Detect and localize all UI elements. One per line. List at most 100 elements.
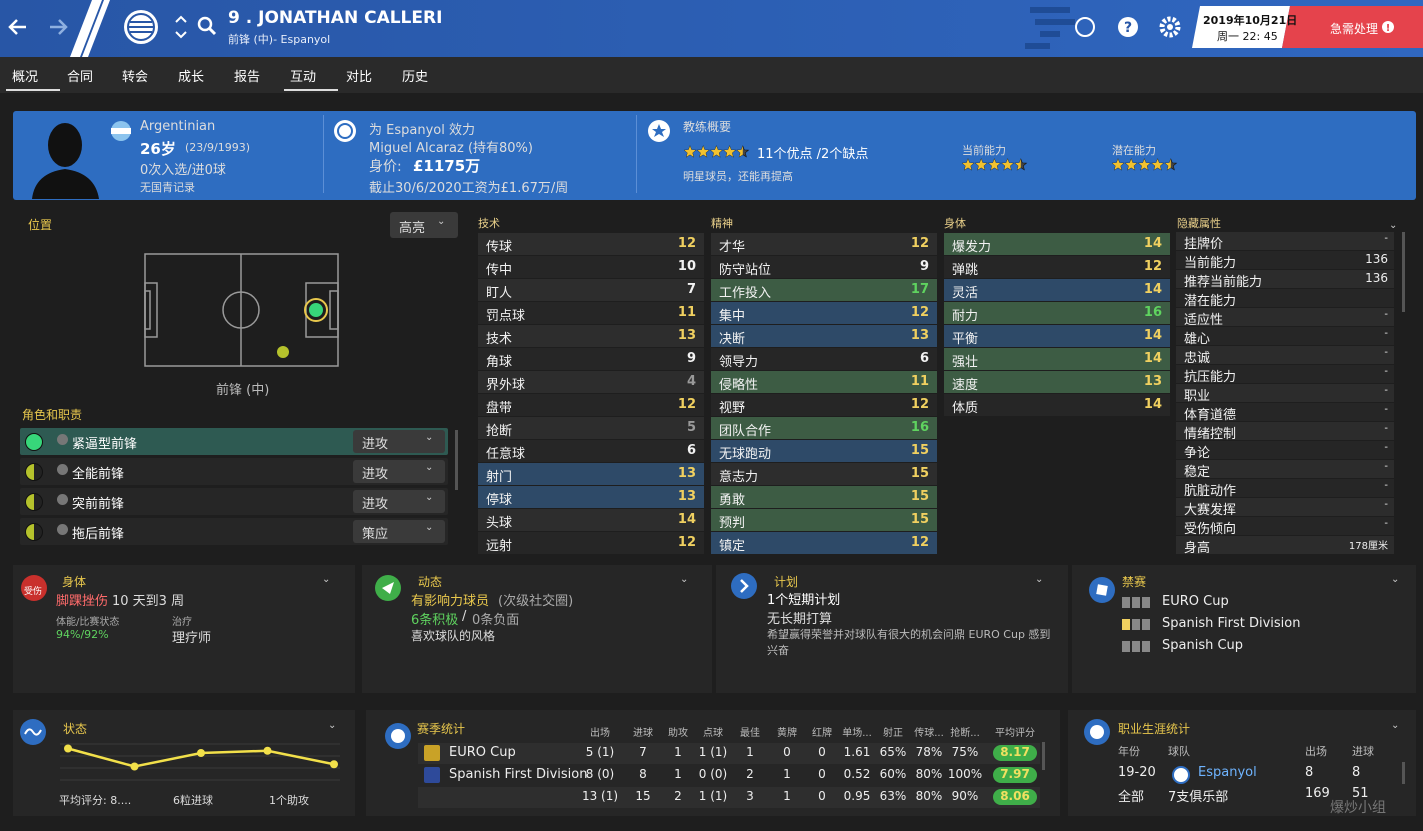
tab[interactable]: 互动 bbox=[290, 70, 317, 85]
scrollbar[interactable] bbox=[455, 430, 458, 490]
dynamics-title[interactable]: 动态 bbox=[418, 575, 443, 589]
season-cell: 3 bbox=[746, 789, 754, 803]
hidden-value: - bbox=[1384, 404, 1388, 415]
season-header: 助攻 bbox=[668, 728, 688, 739]
competition: EURO Cup bbox=[449, 745, 516, 760]
hidden-name: 身高 bbox=[1184, 541, 1211, 556]
attr-row bbox=[478, 463, 704, 485]
treatment: 理疗师 bbox=[172, 631, 212, 646]
chevron[interactable]: ⌄ bbox=[437, 216, 446, 227]
tab[interactable]: 对比 bbox=[346, 70, 373, 85]
tab[interactable]: 历史 bbox=[402, 70, 429, 85]
duty: 进攻 bbox=[362, 497, 389, 512]
injury: 脚踝挫伤 bbox=[56, 594, 109, 609]
scrollbar[interactable] bbox=[1402, 232, 1405, 312]
position-label: 前锋 (中) bbox=[216, 383, 270, 398]
attr-row bbox=[478, 486, 704, 508]
attr-value: 12 bbox=[677, 236, 696, 251]
form-title[interactable]: 状态 bbox=[63, 722, 88, 736]
duty-dropdown[interactable] bbox=[353, 520, 445, 543]
scrollbar[interactable] bbox=[1402, 762, 1405, 784]
season-cell: 80% bbox=[915, 789, 943, 803]
attr-row bbox=[711, 394, 937, 416]
tab[interactable]: 合同 bbox=[67, 70, 94, 85]
season-cell: 5 (1) bbox=[585, 745, 615, 759]
duty: 进攻 bbox=[362, 437, 389, 452]
tab[interactable]: 报告 bbox=[234, 70, 261, 85]
season-cell: 0 bbox=[818, 789, 826, 803]
coach-summary: 11个优点 /2个缺点 bbox=[757, 147, 869, 162]
chevron[interactable]: ⌄ bbox=[425, 522, 434, 533]
attr-row bbox=[478, 440, 704, 462]
attr-value: 10 bbox=[677, 259, 696, 274]
role-name: 全能前锋 bbox=[72, 467, 125, 482]
highlight-dropdown[interactable] bbox=[390, 212, 458, 238]
attr-value: 9 bbox=[919, 259, 929, 274]
hidden-value: - bbox=[1384, 347, 1388, 358]
duty: 策应 bbox=[362, 527, 389, 542]
chevron[interactable]: ⌄ bbox=[680, 574, 689, 585]
attr-name: 射门 bbox=[486, 470, 513, 485]
chevron[interactable]: ⌄ bbox=[1389, 220, 1398, 231]
chevron[interactable]: ⌄ bbox=[425, 492, 434, 503]
agent: Miguel Alcaraz (持有80%) bbox=[369, 141, 533, 156]
ban-block bbox=[1132, 619, 1140, 630]
attr-row bbox=[944, 256, 1170, 278]
season-header: 黄牌 bbox=[777, 728, 797, 739]
wage: 截止30/6/2020工资为£1.67万/周 bbox=[369, 181, 569, 196]
duty-dropdown[interactable] bbox=[353, 460, 445, 483]
season-row bbox=[418, 743, 1040, 764]
plans-note: 希望赢得荣誉并对球队有很大的机会问鼎 EURO Cup 感到兴奋 bbox=[767, 628, 1051, 657]
attr-name: 抢断 bbox=[486, 424, 513, 439]
info-icon bbox=[57, 434, 68, 445]
season-cell: 1 bbox=[674, 745, 682, 759]
tab[interactable]: 成长 bbox=[178, 70, 205, 85]
attr-value: 13 bbox=[910, 328, 929, 343]
career-title[interactable]: 职业生涯统计 bbox=[1118, 722, 1191, 736]
attr-name: 灵活 bbox=[952, 286, 979, 301]
attr-name: 耐力 bbox=[952, 309, 979, 324]
duty-dropdown[interactable] bbox=[353, 490, 445, 513]
hidden-value: 136 bbox=[1365, 271, 1388, 285]
chevron[interactable]: ⌄ bbox=[328, 720, 337, 731]
chevron[interactable]: ⌄ bbox=[1035, 574, 1044, 585]
form-point bbox=[263, 746, 272, 755]
dynamics-note: 喜欢球队的风格 bbox=[411, 629, 496, 643]
season-cell: 1 (1) bbox=[698, 789, 728, 803]
silhouette bbox=[32, 123, 99, 199]
short-plan: 1个短期计划 bbox=[767, 593, 841, 608]
chevron[interactable]: ⌄ bbox=[1391, 574, 1400, 585]
injury-badge: 受伤 bbox=[24, 587, 43, 597]
star-fill bbox=[1112, 159, 1124, 170]
divider bbox=[636, 115, 637, 193]
attr-row bbox=[711, 279, 937, 301]
hidden-row bbox=[1176, 308, 1394, 326]
role-icon bbox=[25, 523, 43, 541]
attr-value: 15 bbox=[910, 489, 929, 504]
hidden-name: 职业 bbox=[1184, 389, 1211, 404]
season-cell: 8 bbox=[639, 767, 647, 781]
season-title[interactable]: 赛季统计 bbox=[417, 722, 466, 736]
chevron[interactable]: ⌄ bbox=[322, 574, 331, 585]
attr-name: 体质 bbox=[952, 401, 979, 416]
star-fill bbox=[1001, 159, 1014, 170]
position-title[interactable]: 位置 bbox=[28, 218, 53, 232]
social-circle: (次级社交圈) bbox=[498, 594, 574, 609]
attr-name: 任意球 bbox=[486, 447, 526, 462]
duty-dropdown[interactable] bbox=[353, 430, 445, 453]
season-cell: 0.52 bbox=[843, 767, 871, 781]
info-icon bbox=[57, 494, 68, 505]
chevron[interactable]: ⌄ bbox=[1391, 720, 1400, 731]
attr-row bbox=[944, 302, 1170, 324]
hidden-row bbox=[1176, 498, 1394, 516]
tab[interactable]: 概况 bbox=[12, 70, 39, 85]
tab[interactable]: 转会 bbox=[122, 70, 149, 85]
scrollbar[interactable] bbox=[1042, 742, 1045, 770]
chevron[interactable]: ⌄ bbox=[425, 462, 434, 473]
competition-icon bbox=[424, 767, 440, 783]
season-header: 最佳 bbox=[740, 728, 760, 739]
chevron[interactable]: ⌄ bbox=[425, 432, 434, 443]
plans-title[interactable]: 计划 bbox=[774, 575, 799, 589]
alert-button[interactable]: 急需处理 bbox=[1330, 22, 1379, 36]
body-title[interactable]: 身体 bbox=[62, 575, 87, 589]
